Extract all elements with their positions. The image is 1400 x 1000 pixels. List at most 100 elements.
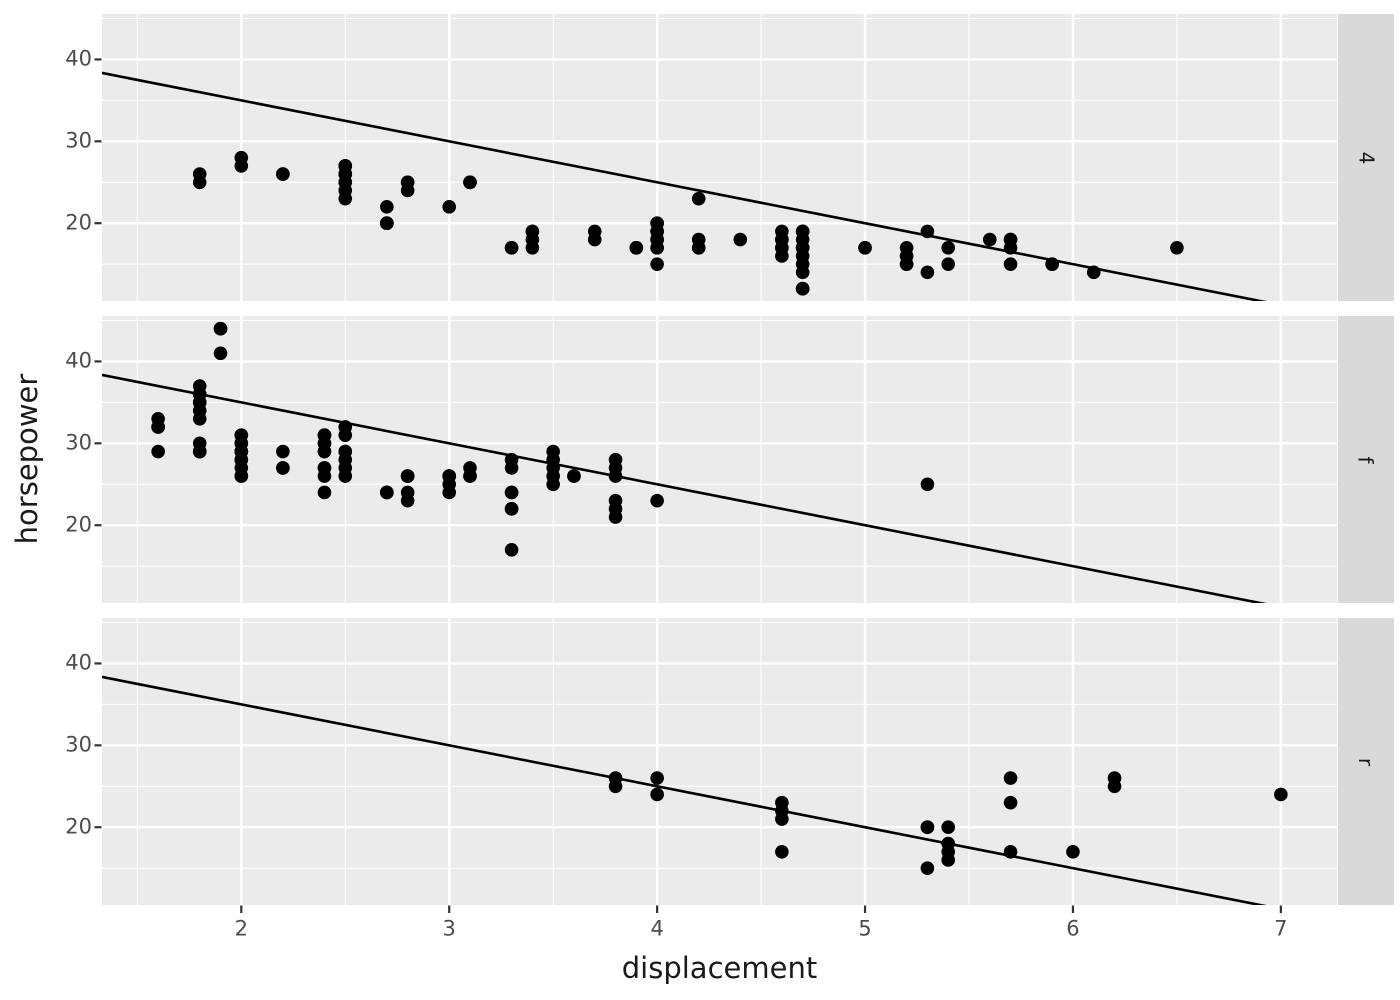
data-point: [504, 542, 519, 557]
data-point: [463, 175, 477, 190]
points-group-4: [192, 150, 1184, 296]
data-point: [151, 444, 165, 459]
data-point: [795, 265, 810, 280]
y-tick-label: 40: [65, 46, 92, 71]
data-point: [380, 216, 394, 231]
data-point: [608, 779, 623, 794]
x-axis-title: displacement: [621, 951, 818, 985]
data-point: [795, 281, 810, 296]
data-point: [775, 812, 789, 826]
reference-line: [102, 71, 1267, 301]
y-tick-label: 20: [65, 814, 92, 839]
data-point: [317, 485, 332, 500]
data-point: [920, 861, 935, 875]
data-point: [463, 469, 477, 483]
data-point: [920, 477, 935, 492]
x-tick-label: 3: [442, 916, 456, 941]
data-point: [1170, 240, 1184, 255]
data-point: [504, 461, 519, 475]
data-point: [151, 420, 165, 434]
data-point: [941, 853, 956, 867]
points-group-r: [608, 771, 1288, 875]
data-point: [213, 321, 228, 336]
x-tick-label: 7: [1274, 916, 1288, 941]
data-point: [1107, 779, 1122, 794]
data-point: [504, 502, 519, 516]
x-tick-label: 2: [234, 916, 248, 941]
data-point: [650, 771, 664, 785]
data-point: [650, 257, 664, 271]
data-point: [234, 159, 249, 173]
data-point: [608, 510, 623, 524]
facet-strip-label: f: [1353, 455, 1378, 464]
data-point: [276, 461, 290, 475]
data-point: [1003, 795, 1018, 810]
y-tick-label: 30: [65, 732, 92, 757]
data-point: [338, 428, 353, 442]
data-point: [317, 444, 332, 459]
facet-panel-bg-r: [102, 618, 1337, 905]
data-point: [1086, 265, 1101, 280]
data-point: [504, 240, 519, 255]
data-point: [858, 240, 872, 255]
data-point: [546, 477, 560, 492]
facet-panel-bg-f: [102, 316, 1337, 603]
y-axis-title: horsepower: [10, 373, 44, 545]
data-point: [1003, 240, 1018, 255]
data-point: [941, 240, 956, 255]
data-point: [1066, 844, 1080, 859]
data-point: [380, 200, 394, 214]
data-point: [192, 175, 207, 190]
data-point: [733, 232, 748, 247]
facet-strip-r: r: [1338, 618, 1394, 905]
data-point: [1003, 771, 1018, 785]
data-point: [608, 469, 623, 483]
data-point: [650, 240, 664, 255]
facet-panel-bg-4: [102, 14, 1337, 301]
data-point: [192, 411, 207, 426]
facet-strip-label: r: [1353, 757, 1378, 766]
data-point: [567, 469, 581, 483]
data-point: [629, 240, 644, 255]
data-point: [338, 469, 353, 483]
x-tick-label: 5: [858, 916, 872, 941]
data-point: [276, 444, 290, 459]
y-tick-label: 20: [65, 512, 92, 537]
x-tick-label: 6: [1066, 916, 1080, 941]
reference-line: [102, 675, 1267, 905]
data-point: [587, 232, 602, 247]
y-tick-label: 20: [65, 210, 92, 235]
data-point: [775, 844, 789, 859]
data-point: [338, 191, 353, 206]
facet-strip-label: 4: [1353, 151, 1378, 164]
data-point: [400, 469, 415, 483]
data-point: [1003, 257, 1018, 271]
facet-strip-4: 4: [1338, 14, 1394, 301]
data-point: [775, 249, 789, 263]
y-tick-label: 40: [65, 348, 92, 373]
points-group-f: [151, 321, 935, 557]
data-point: [213, 346, 228, 361]
data-point: [1274, 787, 1288, 802]
data-point: [920, 820, 935, 835]
data-point: [192, 444, 207, 459]
data-point: [650, 493, 664, 508]
data-point: [691, 191, 706, 206]
data-point: [920, 265, 935, 280]
y-tick-label: 40: [65, 650, 92, 675]
data-point: [317, 469, 332, 483]
data-point: [982, 232, 997, 247]
data-point: [1003, 844, 1018, 859]
data-point: [276, 167, 290, 181]
x-tick-label: 4: [650, 916, 664, 941]
y-tick-label: 30: [65, 128, 92, 153]
data-point: [525, 240, 540, 255]
data-point: [899, 257, 914, 271]
data-point: [234, 469, 249, 483]
y-tick-label: 30: [65, 430, 92, 455]
data-point: [650, 787, 664, 802]
facet-strip-f: f: [1338, 316, 1394, 603]
data-point: [691, 240, 706, 255]
